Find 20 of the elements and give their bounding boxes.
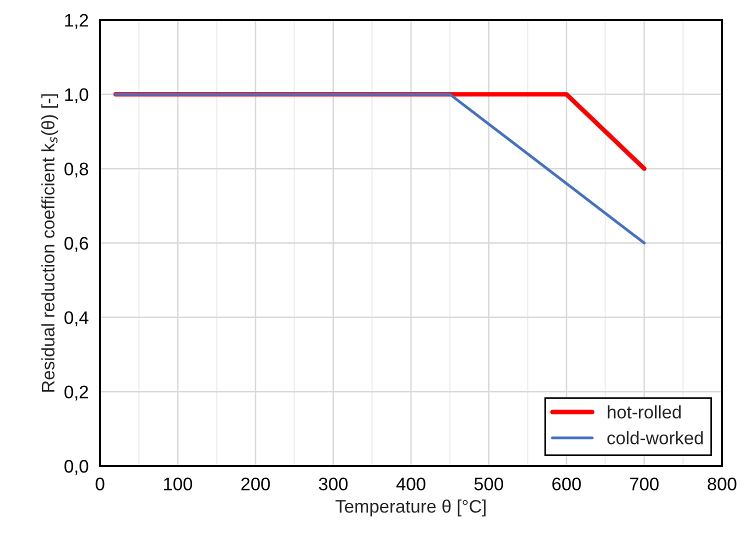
x-tick-label: 300 [318, 478, 348, 490]
x-tick-label: 0 [96, 478, 104, 490]
x-tick-label: 500 [474, 478, 504, 490]
x-axis-title: Temperature θ [°C] [336, 500, 486, 516]
y-tick-label: 0,4 [64, 311, 88, 326]
x-tick-label: 200 [241, 478, 270, 490]
y-tick-label: 1,2 [65, 14, 88, 29]
y-tick-label: 0,0 [64, 460, 88, 475]
legend-label: cold-worked [607, 431, 703, 444]
y-axis-title: Residual reduction coefficient k$_{s}$(θ) [-] [41, 94, 58, 392]
y-tick-label: 0,6 [64, 236, 88, 252]
y-tick-label: 1,0 [65, 88, 88, 104]
legend-label: hot-rolled [608, 405, 681, 419]
x-tick-label: 700 [630, 478, 659, 490]
x-tick-label: 400 [396, 478, 426, 490]
x-tick-label: 800 [708, 478, 736, 490]
x-tick-label: 100 [164, 478, 192, 490]
y-tick-label: 0,2 [64, 386, 88, 401]
y-tick-label: 0,8 [64, 162, 88, 178]
x-tick-label: 600 [552, 478, 581, 490]
